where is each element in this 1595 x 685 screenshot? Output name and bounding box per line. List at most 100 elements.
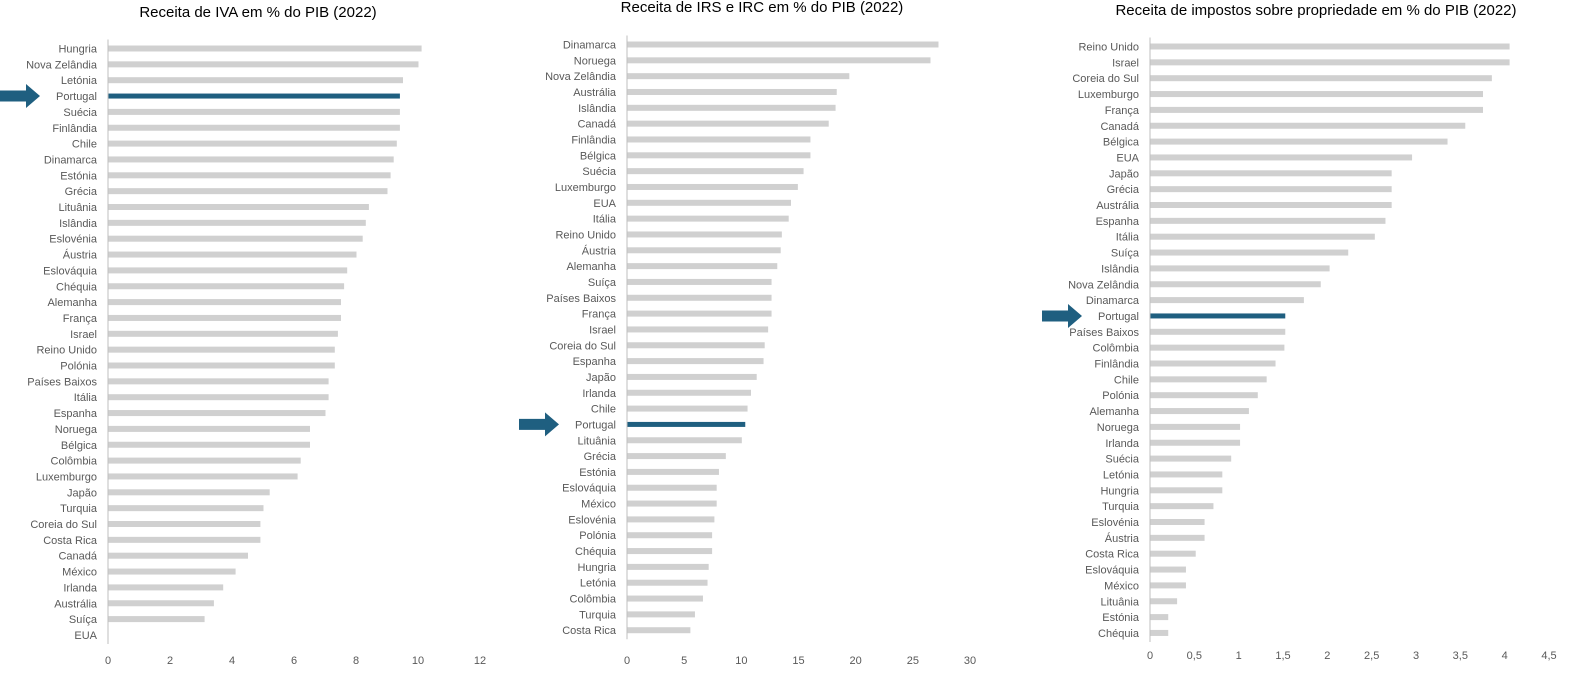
bar	[627, 453, 726, 460]
bar	[1150, 297, 1304, 304]
category-label: Colômbia	[1093, 343, 1140, 355]
chart-title: Receita de IVA em % do PIB (2022)	[139, 4, 376, 21]
category-label: Itália	[593, 214, 617, 226]
category-label: Suíça	[69, 614, 98, 626]
bar	[1150, 265, 1330, 272]
bar	[108, 457, 301, 464]
bar	[627, 278, 772, 285]
bar	[1150, 344, 1285, 351]
bar-highlight	[1150, 313, 1286, 319]
category-label: Noruega	[55, 424, 98, 436]
x-tick-label: 1,5	[1275, 650, 1290, 662]
category-label: Dinamarca	[563, 40, 617, 52]
highlight-arrow-icon	[519, 412, 559, 437]
bar	[627, 136, 811, 143]
category-label: Estónia	[60, 170, 98, 182]
category-label: Espanha	[1096, 216, 1140, 228]
bar	[627, 41, 939, 48]
category-label: Letónia	[61, 75, 98, 87]
bar	[627, 579, 708, 586]
bar	[108, 330, 338, 337]
bar	[1150, 376, 1267, 383]
category-label: Bélgica	[1103, 137, 1140, 149]
category-label: Lituânia	[1100, 596, 1139, 608]
x-tick-label: 4	[229, 655, 235, 667]
category-label: Itália	[74, 392, 98, 404]
bar	[1150, 423, 1241, 430]
category-label: Nova Zelândia	[545, 71, 617, 83]
x-tick-label: 2,5	[1364, 650, 1379, 662]
category-label: Portugal	[56, 91, 97, 103]
category-label: Bélgica	[580, 150, 617, 162]
category-label: Austrália	[54, 598, 98, 610]
bar	[108, 600, 214, 607]
category-label: Austrália	[573, 87, 617, 99]
category-label: Noruega	[574, 55, 617, 67]
category-label: Dinamarca	[44, 154, 98, 166]
bar	[108, 140, 397, 147]
bar	[108, 346, 335, 353]
category-label: Islândia	[578, 103, 617, 115]
category-label: Irlanda	[63, 582, 98, 594]
bar	[1150, 281, 1321, 288]
bar	[1150, 154, 1413, 161]
bar	[1150, 534, 1205, 541]
bar	[627, 231, 782, 238]
bar	[1150, 106, 1483, 113]
bar	[108, 568, 236, 575]
category-label: Lituânia	[58, 202, 97, 214]
bar	[108, 536, 261, 543]
category-label: Áustria	[1105, 532, 1140, 545]
chart-title: Receita de impostos sobre propriedade em…	[1115, 2, 1516, 19]
bar	[1150, 614, 1169, 621]
bar	[627, 548, 713, 555]
bar	[627, 627, 691, 634]
category-label: Bélgica	[61, 440, 98, 452]
category-label: México	[62, 567, 97, 579]
bar	[1150, 170, 1392, 177]
bar	[1150, 392, 1258, 399]
category-label: Israel	[1112, 57, 1139, 69]
bar	[627, 326, 769, 333]
chart-propriedade: Receita de impostos sobre propriedade em…	[1042, 2, 1557, 662]
category-label: Chile	[1114, 374, 1139, 386]
bar	[108, 473, 298, 480]
category-label: Japão	[586, 372, 616, 384]
bar	[1150, 471, 1223, 478]
category-label: Turquia	[60, 503, 98, 515]
x-tick-label: 0,5	[1187, 650, 1202, 662]
highlight-arrow-icon	[0, 84, 40, 109]
category-label: Chile	[72, 139, 97, 151]
category-label: França	[582, 309, 617, 321]
x-tick-label: 12	[474, 655, 486, 667]
bar	[1150, 487, 1223, 494]
category-label: Países Baixos	[27, 376, 97, 388]
category-label: Finlândia	[52, 123, 98, 135]
category-label: Polónia	[579, 530, 617, 542]
bar	[1150, 598, 1178, 605]
category-label: Suécia	[582, 166, 617, 178]
bar	[627, 389, 751, 396]
category-label: Hungria	[577, 562, 616, 574]
bar	[108, 204, 369, 210]
category-label: México	[1104, 580, 1139, 592]
x-tick-label: 25	[907, 655, 919, 667]
bar	[627, 516, 715, 523]
category-label: Islândia	[59, 218, 98, 230]
category-label: Hungria	[1100, 485, 1139, 497]
category-label: Luxemburgo	[555, 182, 616, 194]
category-label: Turquia	[579, 609, 617, 621]
bar	[108, 394, 329, 401]
category-label: Colômbia	[51, 456, 98, 468]
bar	[627, 484, 717, 491]
bar	[108, 188, 388, 195]
bar	[1150, 408, 1249, 415]
category-label: Portugal	[575, 419, 616, 431]
category-label: Costa Rica	[1085, 549, 1140, 561]
bar	[1150, 186, 1392, 193]
x-tick-label: 3,5	[1453, 650, 1468, 662]
bar	[627, 468, 719, 475]
category-label: Costa Rica	[43, 535, 98, 547]
category-label: Reino Unido	[555, 229, 616, 241]
x-tick-label: 5	[681, 655, 687, 667]
